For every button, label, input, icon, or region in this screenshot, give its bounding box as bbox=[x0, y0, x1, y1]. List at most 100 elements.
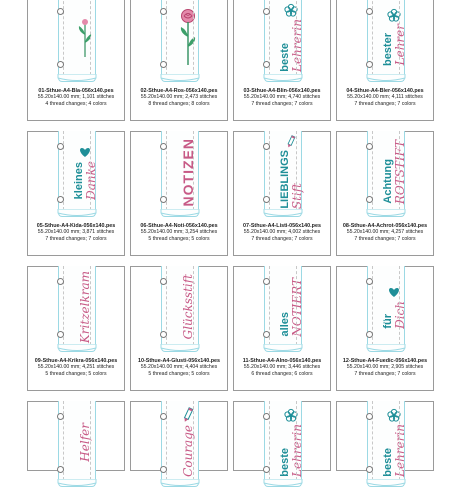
design-filename: 04-Sthue-A4-Bler-056x140.pes bbox=[346, 88, 424, 94]
design-filename: 02-Sthue-A4-Ros-056x140.pes bbox=[140, 88, 218, 94]
bookmark-preview: für Dich bbox=[363, 266, 409, 354]
bookmark-preview: alles NOTIERT bbox=[260, 266, 306, 354]
heart-icon bbox=[389, 288, 399, 298]
design-card[interactable]: für Dich 12-Sthue-A4-Fuedic-056x140.pes 55.… bbox=[336, 266, 434, 391]
embroidery-motif: für Dich bbox=[380, 270, 408, 344]
bookmark-strip bbox=[57, 0, 99, 82]
bookmark-preview: LIEBLINGS Stift bbox=[260, 131, 306, 219]
design-size: 55.20x140.00 mm; 2,905 stitches bbox=[346, 364, 424, 371]
motif-text: Helfer bbox=[78, 422, 92, 462]
bookmark-strip: Glücksstift bbox=[160, 266, 199, 352]
strip-tip bbox=[260, 344, 306, 352]
design-info: 07-Sthue-A4-Listi-056x140.pes 55.20x140.0… bbox=[236, 223, 328, 242]
design-info: 10-Sthue-A4-Glusti-056x140.pes 55.20x140.… bbox=[133, 358, 225, 377]
rose-icon bbox=[180, 9, 196, 65]
embroidery-motif: beste Lehrerin bbox=[380, 405, 408, 479]
design-card[interactable]: Courage bbox=[130, 401, 228, 487]
pencil-icon bbox=[287, 135, 296, 148]
bookmark-preview bbox=[54, 0, 100, 84]
strip-tip bbox=[157, 344, 203, 352]
embroidery-motif: NOTIZEN bbox=[174, 135, 202, 209]
design-card[interactable]: Helfer bbox=[27, 401, 125, 487]
bookmark-strip bbox=[160, 0, 202, 82]
design-filename: 06-Sthue-A4-Noti-056x140.pes bbox=[140, 223, 218, 229]
embroidery-motif: Courage bbox=[174, 405, 202, 479]
snap-hole-icon bbox=[263, 61, 270, 68]
snap-hole-icon bbox=[263, 8, 270, 15]
design-info: 02-Sthue-A4-Ros-056x140.pes 55.20x140.00 … bbox=[133, 88, 225, 107]
strip-tip bbox=[157, 74, 203, 82]
design-info: 05-Sthue-A4-Kida-056x140.pes 55.20x140.00… bbox=[30, 223, 122, 242]
design-size: 55.20x140.00 mm; 4,111 stitches bbox=[347, 94, 423, 101]
design-thread-info: 5 thread changes; 5 colors bbox=[148, 370, 210, 377]
flower-outline-icon bbox=[387, 9, 401, 22]
bookmark-strip: NOTIZEN bbox=[160, 131, 202, 217]
embroidery-motif: LIEBLINGS Stift bbox=[277, 135, 305, 209]
bookmark-strip: alles NOTIERT bbox=[263, 266, 304, 352]
snap-hole-icon bbox=[57, 466, 64, 473]
bookmark-preview: Courage bbox=[157, 401, 203, 489]
flower-outline-icon bbox=[284, 408, 298, 422]
motif-text: Achtung bbox=[381, 159, 394, 205]
design-card[interactable]: kleines Danke 05-Sthue-A4-Kida-056x140.pes… bbox=[27, 131, 125, 256]
design-size: 55.20x140.00 mm; 4,002 stitches bbox=[243, 229, 321, 236]
design-card[interactable]: NOTIZEN 06-Sthue-A4-Noti-056x140.pes 55.20… bbox=[130, 131, 228, 256]
design-card[interactable]: bester Lehrer 04-Sthue-A4-Bler-056x140.pes… bbox=[336, 0, 434, 121]
strip-tip bbox=[260, 74, 306, 82]
snap-hole-icon bbox=[263, 143, 270, 150]
bookmark-strip: Kritzelkram bbox=[57, 266, 96, 352]
design-card[interactable]: LIEBLINGS Stift 07-Sthue-A4-Listi-056x140.… bbox=[233, 131, 331, 256]
design-card[interactable]: Kritzelkram 09-Sthue-A4-Krikra-056x140.pe… bbox=[27, 266, 125, 391]
snap-hole-icon bbox=[57, 8, 64, 15]
bookmark-preview: Helfer bbox=[54, 401, 100, 489]
snap-hole-icon bbox=[366, 466, 373, 473]
motif-text: NOTIZEN bbox=[180, 137, 196, 207]
bookmark-strip: beste Lehrerin bbox=[263, 0, 304, 82]
snap-hole-icon bbox=[366, 143, 373, 150]
strip-tip bbox=[363, 479, 409, 487]
design-card[interactable]: Achtung ROTSTIFT 08-Sthue-A4-Achrot-056x14… bbox=[336, 131, 434, 256]
design-card[interactable]: beste Lehrerin bbox=[336, 401, 434, 487]
snap-hole-icon bbox=[57, 278, 64, 285]
motif-text: beste bbox=[381, 447, 394, 477]
design-thread-info: 5 thread changes; 5 colors bbox=[45, 370, 107, 377]
embroidery-motif: Achtung ROTSTIFT bbox=[380, 135, 408, 209]
snap-hole-icon bbox=[57, 413, 64, 420]
snap-hole-icon bbox=[160, 8, 167, 15]
bookmark-preview: bester Lehrer bbox=[363, 0, 409, 84]
strip-tip bbox=[363, 209, 409, 217]
design-card[interactable]: alles NOTIERT 11-Sthue-A4-Alno-056x140.pes… bbox=[233, 266, 331, 391]
strip-tip bbox=[363, 344, 409, 352]
embroidery-motif: bester Lehrer bbox=[380, 0, 408, 74]
design-thread-info: 7 thread changes; 7 colors bbox=[354, 235, 416, 242]
strip-tip bbox=[54, 479, 100, 487]
flower-outline-icon bbox=[387, 408, 401, 422]
bookmark-preview: Kritzelkram bbox=[54, 266, 100, 354]
design-card[interactable]: beste Lehrerin 03-Sthue-A4-Blin-056x140.pe… bbox=[233, 0, 331, 121]
design-thread-info: 7 thread changes; 7 colors bbox=[251, 100, 313, 107]
snap-hole-icon bbox=[160, 331, 167, 338]
embroidery-motif bbox=[174, 0, 202, 74]
motif-text: Lehrerin bbox=[289, 18, 304, 72]
design-info: 03-Sthue-A4-Blin-056x140.pes 55.20x140.00… bbox=[236, 88, 328, 107]
snap-hole-icon bbox=[263, 196, 270, 203]
design-info: 06-Sthue-A4-Noti-056x140.pes 55.20x140.00… bbox=[133, 223, 225, 242]
embroidery-motif: Helfer bbox=[71, 405, 99, 479]
motif-text: Courage bbox=[181, 425, 195, 477]
design-filename: 12-Sthue-A4-Fuedic-056x140.pes bbox=[342, 358, 428, 364]
design-card[interactable]: beste Lehrerin bbox=[233, 401, 331, 487]
bookmark-strip: bester Lehrer bbox=[366, 0, 408, 82]
design-card[interactable]: Glücksstift 10-Sthue-A4-Glusti-056x140.pe… bbox=[130, 266, 228, 391]
design-card[interactable]: 01-Sthue-A4-Bla-056x140.pes 55.20x140.00 … bbox=[27, 0, 125, 121]
motif-text: alles bbox=[278, 311, 291, 337]
embroidery-motif: kleines Danke bbox=[71, 135, 99, 209]
bookmark-strip: für Dich bbox=[366, 266, 408, 352]
design-thread-info: 7 thread changes; 7 colors bbox=[354, 100, 416, 107]
design-filename: 01-Sthue-A4-Bla-056x140.pes bbox=[38, 88, 114, 94]
strip-tip bbox=[157, 209, 203, 217]
embroidery-motif bbox=[71, 0, 99, 74]
design-card[interactable]: 02-Sthue-A4-Ros-056x140.pes 55.20x140.00 … bbox=[130, 0, 228, 121]
motif-text: Lehrer bbox=[392, 24, 407, 66]
design-info: 11-Sthue-A4-Alno-056x140.pes 55.20x140.00… bbox=[236, 358, 328, 377]
strip-tip bbox=[157, 479, 203, 487]
